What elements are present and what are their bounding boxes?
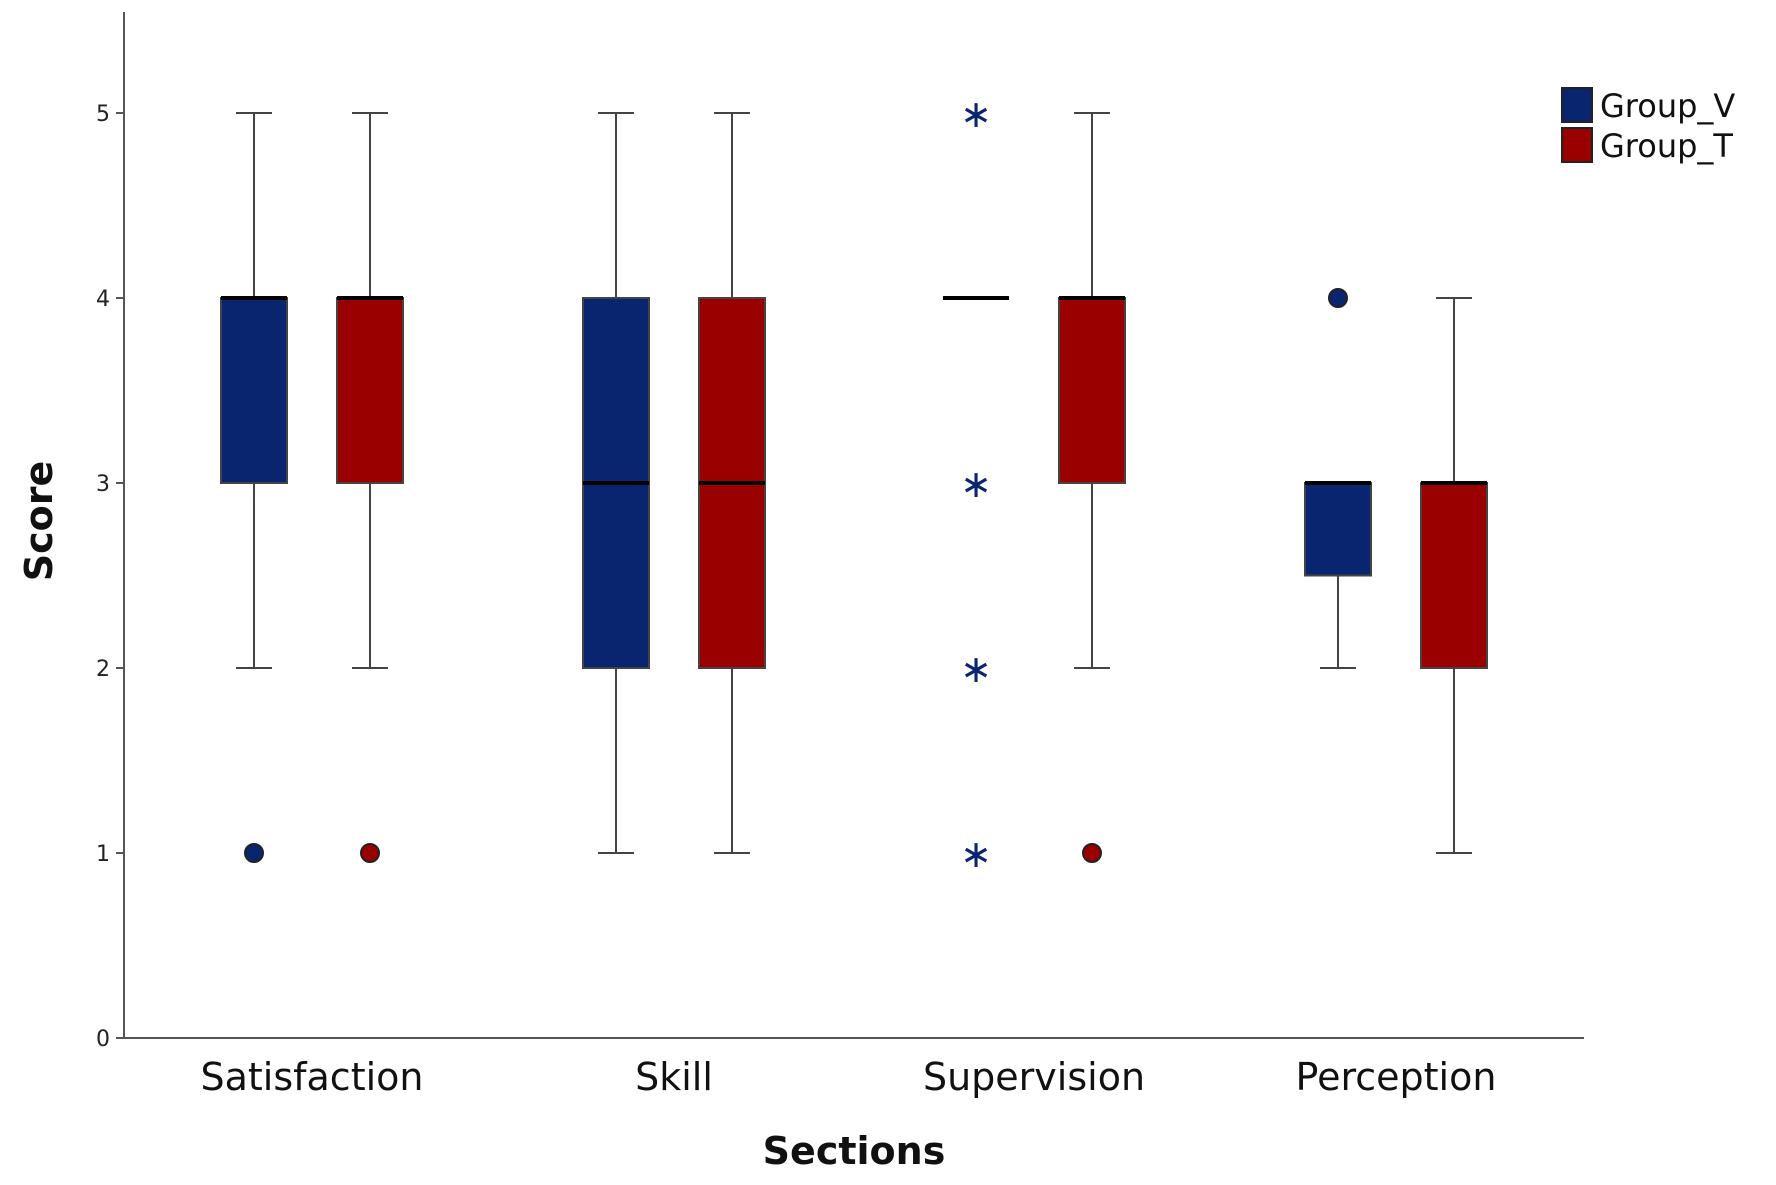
- box-group_v-supervision: ∗ ∗ ∗ ∗: [943, 92, 1009, 876]
- axes: 0 1 2 3 4 5 Satisfaction Skill Supervision Percep…: [96, 12, 1584, 1099]
- x-tick-label: Perception: [1296, 1055, 1497, 1099]
- box-group_v-skill: [582, 112, 650, 854]
- outlier-point: [1328, 288, 1348, 308]
- extreme-point: ∗: [960, 647, 992, 691]
- x-axis-title: Sections: [763, 1129, 946, 1173]
- extreme-point: ∗: [960, 832, 992, 876]
- legend-label: Group_T: [1600, 127, 1733, 165]
- box-iqr: [1058, 297, 1126, 484]
- extreme-point: ∗: [960, 92, 992, 136]
- box-group_v-perception: [1304, 288, 1372, 669]
- box-groups: ∗ ∗ ∗ ∗: [220, 92, 1488, 876]
- box-group_v-satisfaction: [220, 112, 288, 863]
- box-group_t-supervision: [1058, 112, 1126, 863]
- y-tick-label: 2: [96, 657, 110, 682]
- box-group_t-satisfaction: [336, 112, 404, 863]
- legend-label: Group_V: [1600, 87, 1735, 125]
- outlier-point: [244, 843, 264, 863]
- box-group_t-perception: [1420, 297, 1488, 854]
- y-tick-label: 0: [96, 1027, 110, 1052]
- y-axis-title: Score: [17, 461, 61, 582]
- box-iqr: [220, 297, 288, 484]
- y-tick-label: 4: [96, 287, 110, 312]
- y-tick-label: 1: [96, 842, 110, 867]
- x-tick-label: Skill: [635, 1055, 713, 1099]
- box-iqr: [1420, 482, 1488, 669]
- outlier-point: [360, 843, 380, 863]
- legend-swatch: [1561, 87, 1593, 123]
- x-tick-label: Supervision: [923, 1055, 1145, 1099]
- outlier-point: [1082, 843, 1102, 863]
- y-tick-label: 3: [96, 472, 110, 497]
- box-iqr: [336, 297, 404, 484]
- box-iqr: [1304, 482, 1372, 577]
- x-tick-label: Satisfaction: [200, 1055, 423, 1099]
- y-tick-label: 5: [96, 102, 110, 127]
- box-group_t-skill: [698, 112, 766, 854]
- legend-swatch: [1561, 127, 1593, 163]
- extreme-point: ∗: [960, 462, 992, 506]
